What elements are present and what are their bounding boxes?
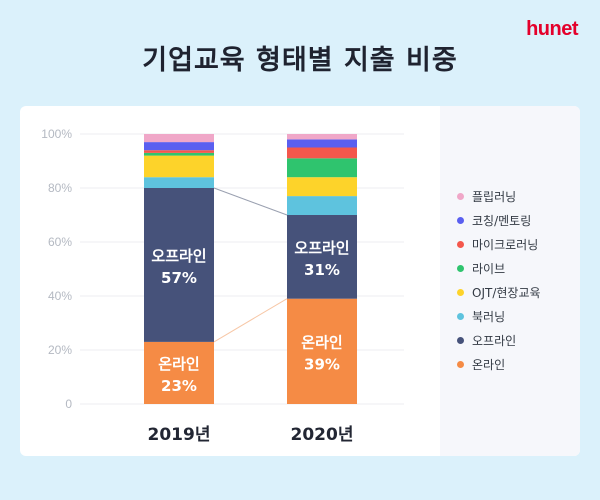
legend-label: 코칭/멘토링: [472, 213, 532, 228]
legend-swatch: [457, 216, 464, 224]
legend-label: 북러닝: [472, 309, 506, 324]
legend-swatch: [457, 192, 464, 200]
segment-data-label: 온라인 23%: [158, 355, 199, 395]
chart-title: 기업교육 형태별 지출 비중: [142, 45, 458, 76]
segment-data-label: 온라인 39%: [301, 333, 342, 373]
legend-item: 온라인: [457, 356, 505, 372]
legend-swatch: [457, 240, 464, 248]
y-tick-label: 20%: [48, 343, 72, 357]
y-tick-label: 100%: [41, 127, 72, 141]
legend-swatch: [457, 336, 464, 344]
segment-data-label: 오프라인 31%: [294, 239, 349, 279]
legend-label: 라이브: [472, 261, 506, 276]
bar-segment: [287, 134, 357, 140]
y-tick-label: 80%: [48, 181, 72, 195]
bar-segment: [287, 158, 357, 178]
legend-item: OJT/현장교육: [457, 284, 541, 300]
y-tick-label: 60%: [48, 235, 72, 249]
x-tick-label: 2019년: [148, 425, 211, 445]
legend-label: 온라인: [472, 357, 506, 372]
chart-card: 0 20% 40% 60% 80% 100% 온라인 23% 오프라인 57% 2019년 온라인 39…: [20, 106, 580, 456]
bar-segment: [144, 152, 214, 156]
legend-label: 오프라인: [472, 333, 517, 348]
bar-segment: [287, 298, 357, 404]
bar-segment: [287, 147, 357, 159]
bar-segment: [287, 215, 357, 299]
bar-segment: [144, 150, 214, 153]
x-tick-label: 2020년: [291, 425, 354, 445]
bar-segment: [144, 341, 214, 404]
legend-swatch: [457, 264, 464, 272]
bar-segment: [144, 142, 214, 151]
legend-item: 북러닝: [457, 308, 505, 324]
legend-item: 라이브: [457, 260, 505, 276]
y-tick-label: 0: [65, 397, 72, 411]
legend-swatch: [457, 288, 464, 296]
segment-data-label: 오프라인 57%: [151, 247, 206, 287]
legend-label: 마이크로러닝: [472, 237, 539, 252]
stacked-bar-chart: 0 20% 40% 60% 80% 100% 온라인 23% 오프라인 57% 2019년 온라인 39…: [41, 127, 404, 445]
bar-segment: [144, 188, 214, 342]
bar-segment: [287, 139, 357, 148]
brand-logo: hunet: [526, 18, 578, 40]
series-connector-line: [213, 187, 288, 216]
bar-segment: [144, 177, 214, 188]
legend-item: 플립러닝: [457, 188, 516, 204]
bar-segment: [287, 177, 357, 197]
series-connector-line: [213, 298, 288, 343]
legend-label: OJT/현장교육: [472, 285, 541, 300]
bar-segment: [287, 196, 357, 215]
legend-swatch: [457, 312, 464, 320]
legend-swatch: [457, 360, 464, 368]
legend-item: 코칭/멘토링: [457, 212, 531, 228]
bar-segment: [144, 134, 214, 143]
legend-item: 마이크로러닝: [457, 236, 538, 252]
legend-item: 오프라인: [457, 332, 516, 348]
y-tick-label: 40%: [48, 289, 72, 303]
legend-label: 플립러닝: [472, 189, 517, 204]
bar-segment: [144, 155, 214, 178]
